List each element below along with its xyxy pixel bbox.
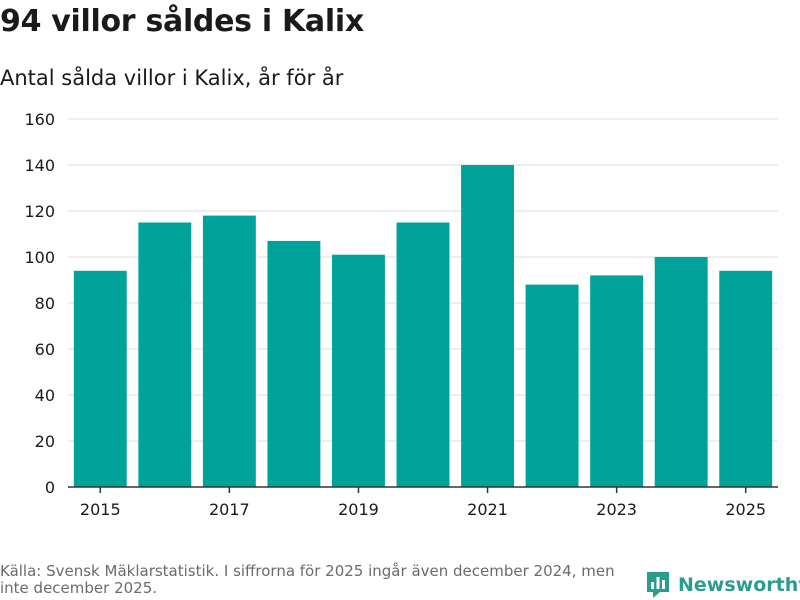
y-tick-label: 140 <box>24 156 55 175</box>
brand-name: Newsworthy <box>678 574 800 596</box>
x-tick-label: 2025 <box>725 500 766 519</box>
bars <box>73 165 773 487</box>
newsworthy-logo-icon <box>647 572 669 598</box>
x-tick-label: 2021 <box>467 500 508 519</box>
bar-chart: 0 20 40 60 80 100 120 140 160 2015 2017 2019 2021 202… <box>24 110 778 519</box>
chart-subtitle: Antal sålda villor i Kalix, år för år <box>0 66 344 90</box>
bar-2024 <box>654 257 708 487</box>
bar-2023 <box>590 275 644 487</box>
source-note: Källa: Svensk Mäklarstatistik. I siffror… <box>0 562 615 597</box>
x-tick-label: 2019 <box>338 500 379 519</box>
x-tick-label: 2017 <box>209 500 250 519</box>
bar-2025 <box>719 270 773 487</box>
y-tick-label: 40 <box>35 386 55 405</box>
y-tick-label: 160 <box>24 110 55 129</box>
bar-2019 <box>331 254 385 487</box>
y-tick-label: 0 <box>45 478 55 497</box>
bar-2018 <box>267 240 321 487</box>
brand-logo: Newsworthy <box>645 570 800 600</box>
bar-2016 <box>138 222 192 487</box>
bar-2020 <box>396 222 450 487</box>
bar-2021 <box>461 165 515 487</box>
axes: 0 20 40 60 80 100 120 140 160 2015 2017 2019 2021 202… <box>24 110 778 519</box>
x-tick-label: 2023 <box>596 500 637 519</box>
y-tick-label: 80 <box>35 294 55 313</box>
bar-2017 <box>202 215 256 487</box>
bar-2022 <box>525 284 579 487</box>
bar-2015 <box>73 270 127 487</box>
y-tick-label: 120 <box>24 202 55 221</box>
y-tick-label: 100 <box>24 248 55 267</box>
x-tick-label: 2015 <box>80 500 121 519</box>
y-tick-label: 60 <box>35 340 55 359</box>
y-tick-label: 20 <box>35 432 55 451</box>
chart-title: 94 villor såldes i Kalix <box>0 4 364 39</box>
